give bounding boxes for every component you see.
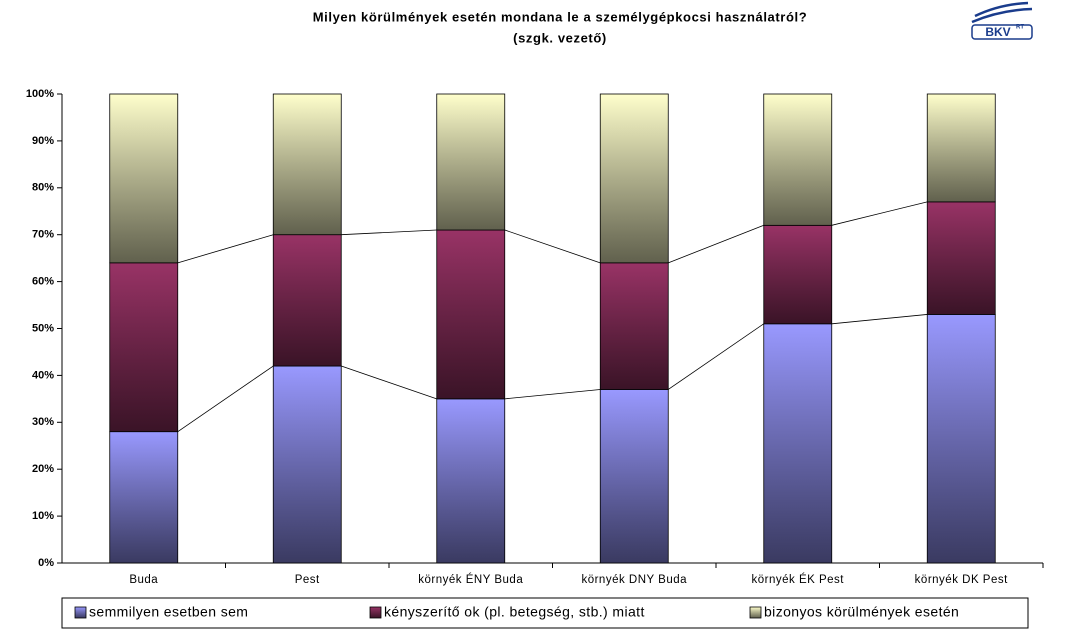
chart-subtitle: (szgk. vezető) (513, 30, 607, 45)
chart-title: Milyen körülmények esetén mondana le a s… (313, 9, 808, 24)
series-line (504, 389, 601, 400)
x-tick-label: Pest (295, 574, 320, 586)
legend-swatch (369, 606, 382, 619)
y-tick-label: 0% (38, 557, 54, 569)
logo: BKV RT (971, 1, 1033, 40)
legend-box (61, 597, 1029, 629)
bar-segment (436, 398, 506, 564)
bar-segment (272, 365, 342, 564)
bar-segment (436, 93, 506, 231)
x-tick-label: Buda (129, 574, 158, 586)
y-tick-label: 30% (32, 416, 54, 428)
y-tick-label: 10% (32, 510, 54, 522)
series-line (341, 229, 437, 236)
logo-sup: RT (1016, 25, 1024, 31)
legend-swatch (74, 606, 87, 619)
series-line (668, 224, 764, 264)
bar-segment (763, 323, 833, 564)
logo-box (971, 24, 1033, 40)
legend: semmilyen esetben sem kényszerítő ok (pl.… (61, 597, 1029, 629)
x-tick-label: környék DNY Buda (581, 574, 687, 586)
series-line (177, 365, 274, 433)
x-tick-label: környék DK Pest (915, 574, 1008, 586)
bar-segment (926, 314, 996, 564)
bar-segment (763, 224, 833, 325)
bar-segment (763, 93, 833, 226)
legend-label: semmilyen esetben sem (89, 604, 248, 620)
y-tick-label: 60% (32, 276, 54, 288)
bar-segment (109, 93, 179, 264)
legend-swatch (749, 606, 762, 619)
bar-segment (272, 234, 342, 367)
x-tick-label: környék ÉNY Buda (418, 573, 523, 586)
legend-label: bizonyos körülmények esetén (764, 604, 959, 620)
y-tick-label: 70% (32, 229, 54, 241)
series-line (177, 234, 274, 264)
bar-segment (926, 93, 996, 203)
bar-segment (109, 431, 179, 564)
logo-text: BKV (985, 25, 1010, 39)
y-tick-label: 40% (32, 369, 54, 381)
bar-segment (599, 262, 669, 390)
legend-label: kényszerítő ok (pl. betegség, stb.) miat… (384, 604, 645, 620)
series-line (668, 323, 764, 390)
series-line (831, 201, 928, 226)
bar-segment (599, 389, 669, 564)
y-tick-label: 80% (32, 182, 54, 194)
x-tick-label: környék ÉK Pest (751, 573, 844, 586)
bar-segment (599, 93, 669, 264)
series-line (504, 229, 601, 264)
y-tick-label: 90% (32, 135, 54, 147)
series-line (341, 365, 437, 400)
bar-segment (926, 201, 996, 315)
bar-segment (109, 262, 179, 433)
y-tick-label: 50% (32, 322, 54, 334)
y-tick-label: 100% (26, 88, 54, 100)
series-line (831, 314, 928, 325)
bar-segment (272, 93, 342, 236)
logo-swoosh (971, 1, 1033, 24)
bar-segment (436, 229, 506, 400)
y-tick-label: 20% (32, 463, 54, 475)
